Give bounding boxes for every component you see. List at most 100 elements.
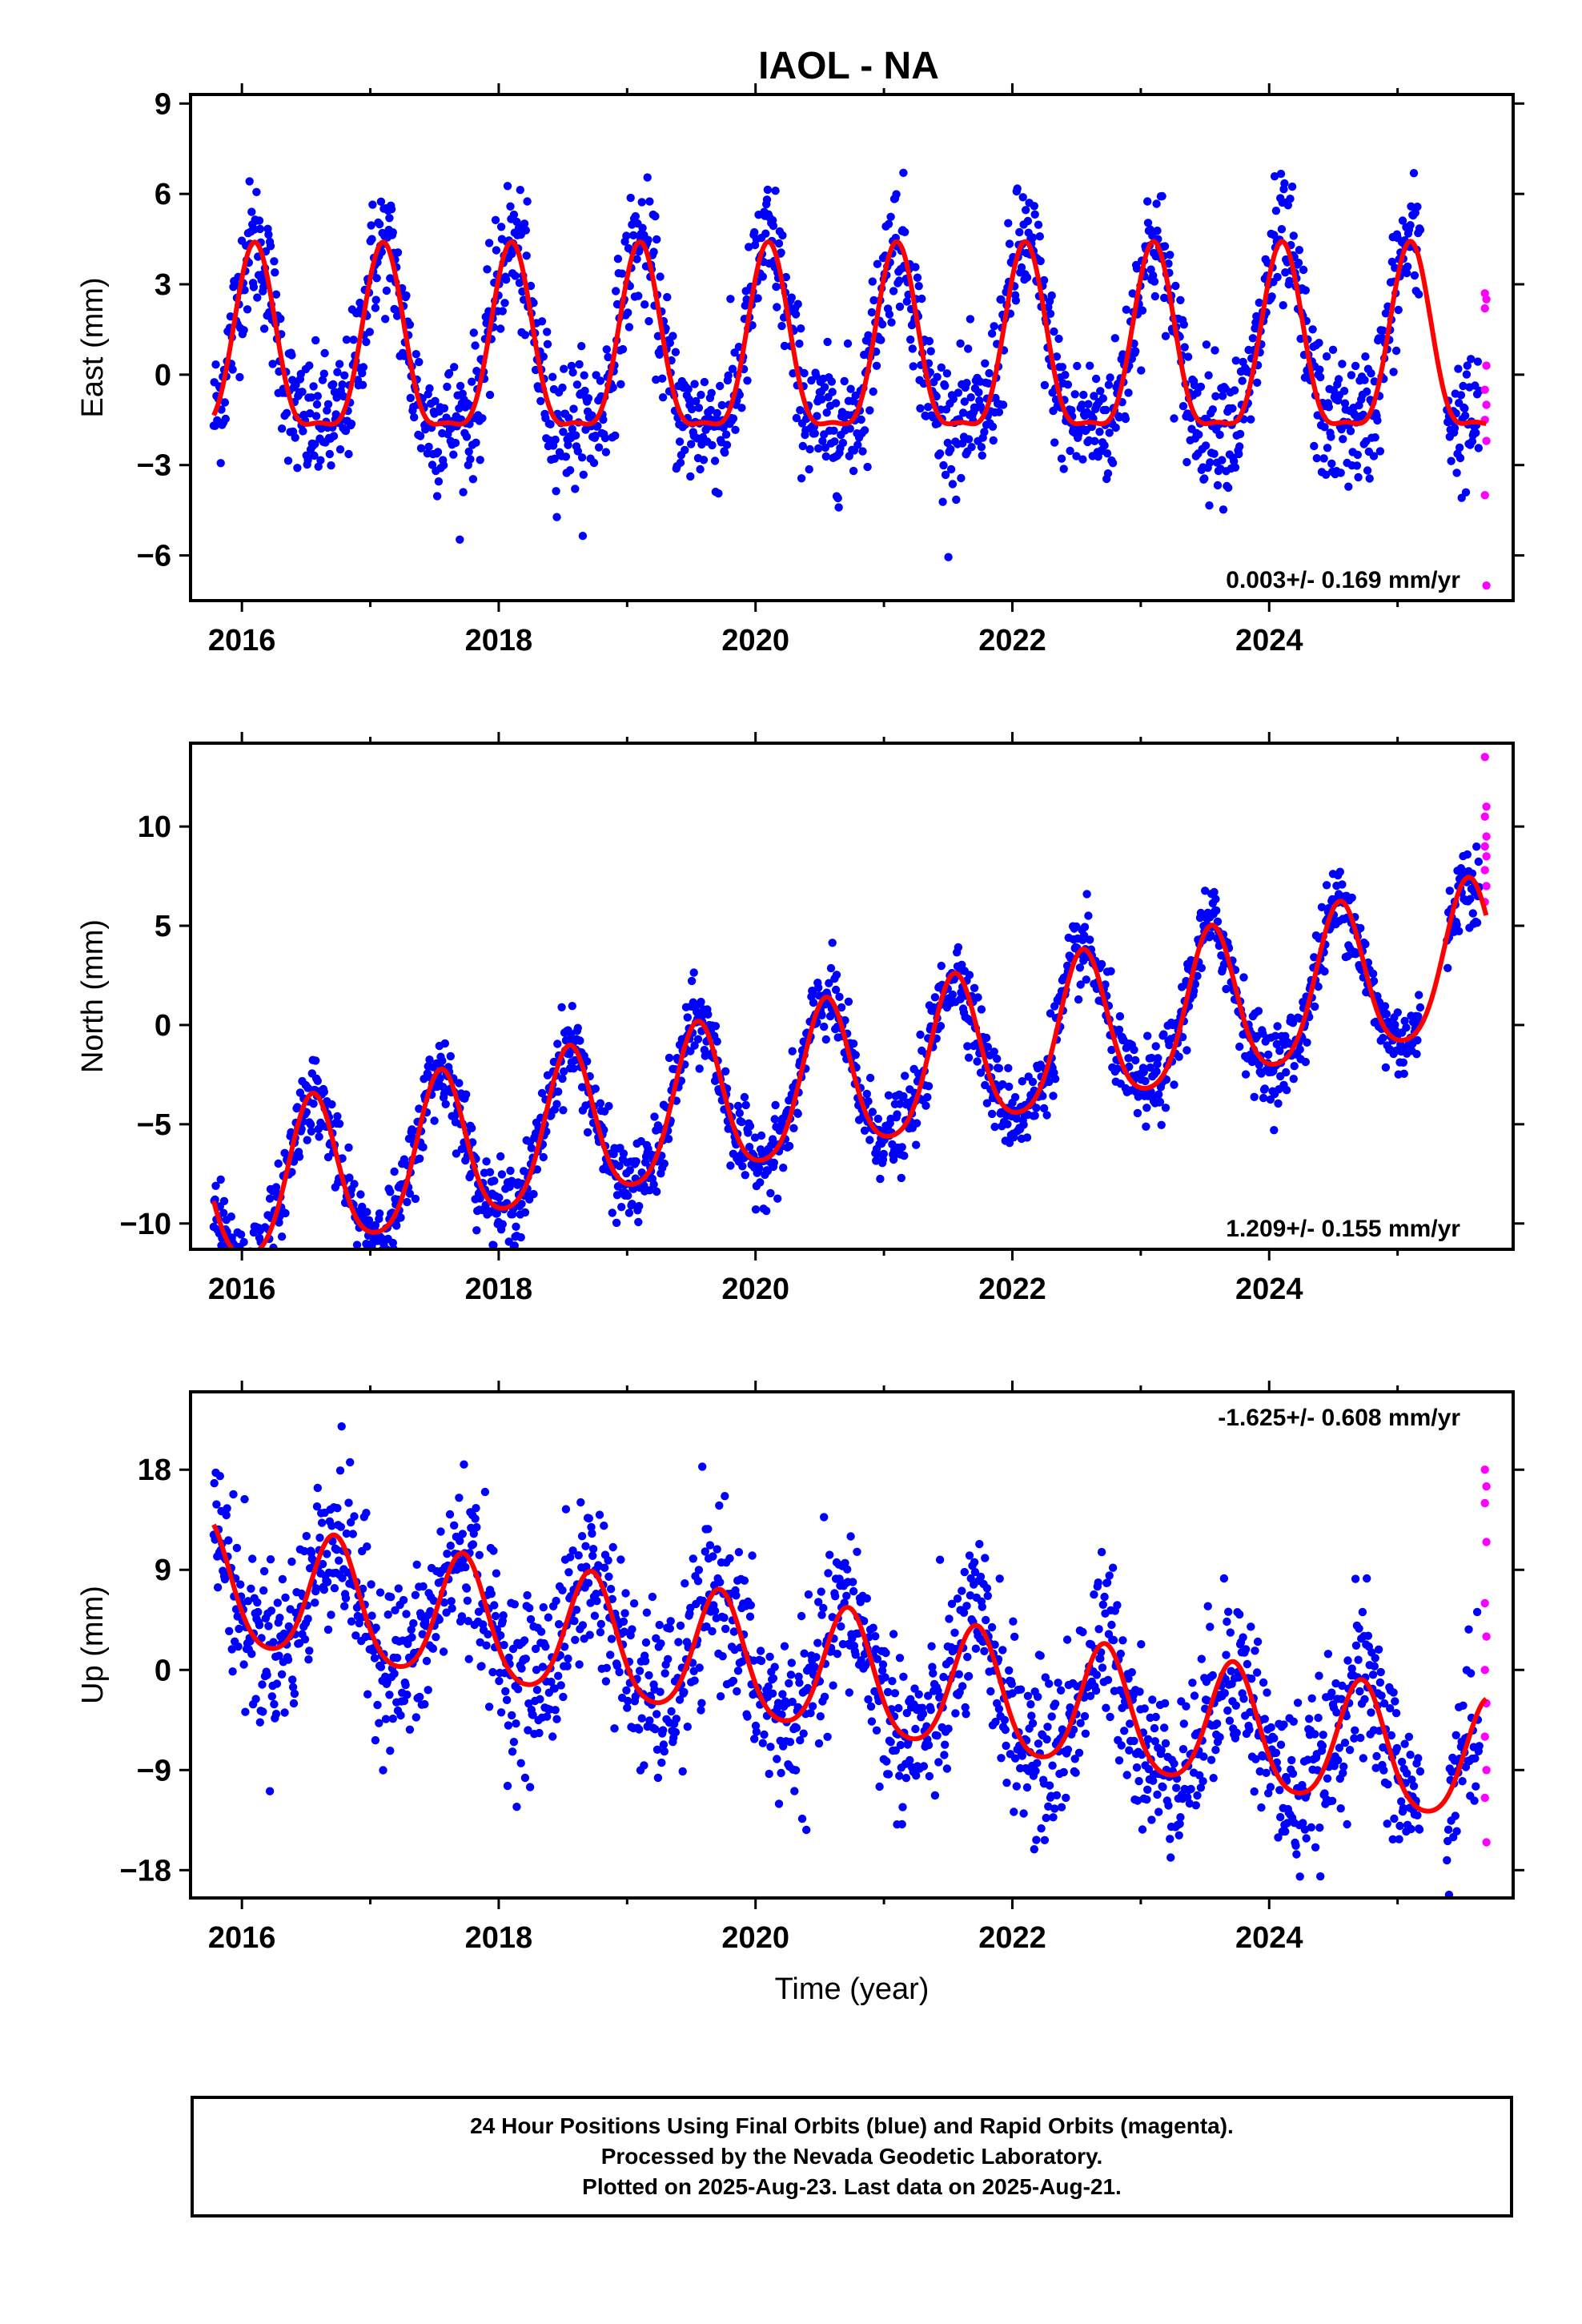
final-orbit-point xyxy=(805,464,813,474)
final-orbit-point xyxy=(1319,454,1328,463)
final-orbit-point xyxy=(1317,903,1327,912)
final-orbit-point xyxy=(777,1768,785,1778)
final-orbit-point xyxy=(940,1751,949,1759)
final-orbit-point xyxy=(954,388,963,397)
final-orbit-point xyxy=(600,1522,608,1530)
final-orbit-point xyxy=(1373,416,1382,425)
final-orbit-point xyxy=(756,1647,765,1655)
y-tick-label: 0 xyxy=(155,1009,171,1043)
final-orbit-point xyxy=(281,1593,290,1602)
final-orbit-point xyxy=(821,443,830,452)
final-orbit-point xyxy=(588,1545,598,1554)
final-orbit-point xyxy=(1283,201,1293,210)
final-orbit-point xyxy=(318,376,327,384)
rapid-orbit-point xyxy=(1482,832,1491,841)
final-orbit-point xyxy=(568,1002,576,1011)
final-orbit-point xyxy=(1267,292,1276,301)
final-orbit-point xyxy=(737,404,746,412)
final-orbit-point xyxy=(1124,1054,1133,1063)
final-orbit-point xyxy=(676,1621,685,1630)
final-orbit-point xyxy=(220,398,230,407)
final-orbit-point xyxy=(1391,1026,1400,1035)
final-orbit-point xyxy=(702,1622,711,1631)
final-orbit-point xyxy=(511,271,520,280)
final-orbit-point xyxy=(411,1194,420,1204)
final-orbit-point xyxy=(496,1630,505,1640)
final-orbit-point xyxy=(1120,1727,1129,1735)
final-orbit-point xyxy=(1137,1640,1146,1649)
final-orbit-point xyxy=(472,1522,481,1532)
final-orbit-point xyxy=(348,1530,357,1538)
final-orbit-point xyxy=(1019,1120,1028,1129)
final-orbit-point xyxy=(1158,191,1166,201)
final-orbit-point xyxy=(1301,1057,1311,1067)
final-orbit-point xyxy=(984,379,993,388)
final-orbit-point xyxy=(375,1719,383,1727)
final-orbit-point xyxy=(690,1676,699,1685)
final-orbit-point xyxy=(1151,1042,1160,1051)
final-orbit-point xyxy=(327,1100,336,1109)
final-orbit-point xyxy=(371,1220,380,1230)
final-orbit-point xyxy=(1031,1767,1040,1775)
final-orbit-point xyxy=(1152,199,1161,208)
final-orbit-point xyxy=(1461,488,1471,497)
final-orbit-point xyxy=(1109,1635,1118,1645)
final-orbit-point xyxy=(958,439,967,448)
final-orbit-point xyxy=(1086,1691,1095,1700)
final-orbit-point xyxy=(987,1622,997,1632)
final-orbit-point xyxy=(561,452,571,461)
final-orbit-point xyxy=(872,1156,881,1165)
final-orbit-point xyxy=(312,1502,322,1511)
final-orbit-point xyxy=(405,1725,415,1734)
final-orbit-point xyxy=(600,433,610,443)
final-orbit-point xyxy=(814,983,823,992)
final-orbit-point xyxy=(1399,1058,1408,1068)
final-orbit-point xyxy=(487,1590,496,1598)
final-orbit-point xyxy=(311,440,319,448)
final-orbit-point xyxy=(820,383,829,392)
final-orbit-point xyxy=(895,1100,905,1108)
final-orbit-point xyxy=(1135,1687,1144,1696)
final-orbit-point xyxy=(687,440,696,448)
final-orbit-point xyxy=(823,337,832,347)
final-orbit-point xyxy=(492,1569,501,1578)
final-orbit-point xyxy=(520,1636,529,1645)
final-orbit-point xyxy=(347,1617,356,1626)
final-orbit-point xyxy=(1299,265,1308,275)
final-orbit-point xyxy=(478,414,487,423)
final-orbit-point xyxy=(224,1536,233,1545)
final-orbit-point xyxy=(804,1590,813,1599)
final-orbit-point xyxy=(660,1159,669,1168)
final-orbit-point xyxy=(405,320,415,329)
final-orbit-point xyxy=(948,480,958,489)
final-orbit-point xyxy=(439,1647,448,1656)
final-orbit-point xyxy=(738,1657,747,1666)
final-orbit-point xyxy=(1316,372,1325,382)
final-orbit-point xyxy=(921,1101,930,1110)
final-orbit-point xyxy=(573,1023,582,1032)
final-orbit-point xyxy=(330,1584,339,1593)
final-orbit-point xyxy=(1204,371,1213,380)
final-orbit-point xyxy=(435,1615,444,1624)
final-orbit-point xyxy=(283,408,291,417)
final-orbit-point xyxy=(455,1079,464,1088)
final-orbit-point xyxy=(840,1598,849,1607)
final-orbit-point xyxy=(929,1669,938,1678)
final-orbit-point xyxy=(1061,371,1070,380)
final-orbit-point xyxy=(235,372,244,382)
final-orbit-point xyxy=(1215,430,1224,440)
y-tick-label: −5 xyxy=(137,1108,171,1142)
final-orbit-point xyxy=(1017,263,1026,272)
final-orbit-point xyxy=(879,1149,889,1159)
final-orbit-points xyxy=(209,1422,1484,1898)
final-orbit-point xyxy=(373,1700,382,1710)
final-orbit-point xyxy=(584,394,593,403)
y-tick-label: 10 xyxy=(138,810,171,844)
final-orbit-point xyxy=(1056,1686,1066,1695)
final-orbit-point xyxy=(1474,444,1484,452)
final-orbit-point xyxy=(320,348,329,358)
final-orbit-point xyxy=(716,1692,725,1701)
final-orbit-point xyxy=(1027,1711,1036,1720)
final-orbit-point xyxy=(580,371,588,380)
final-orbit-point xyxy=(1218,456,1227,464)
